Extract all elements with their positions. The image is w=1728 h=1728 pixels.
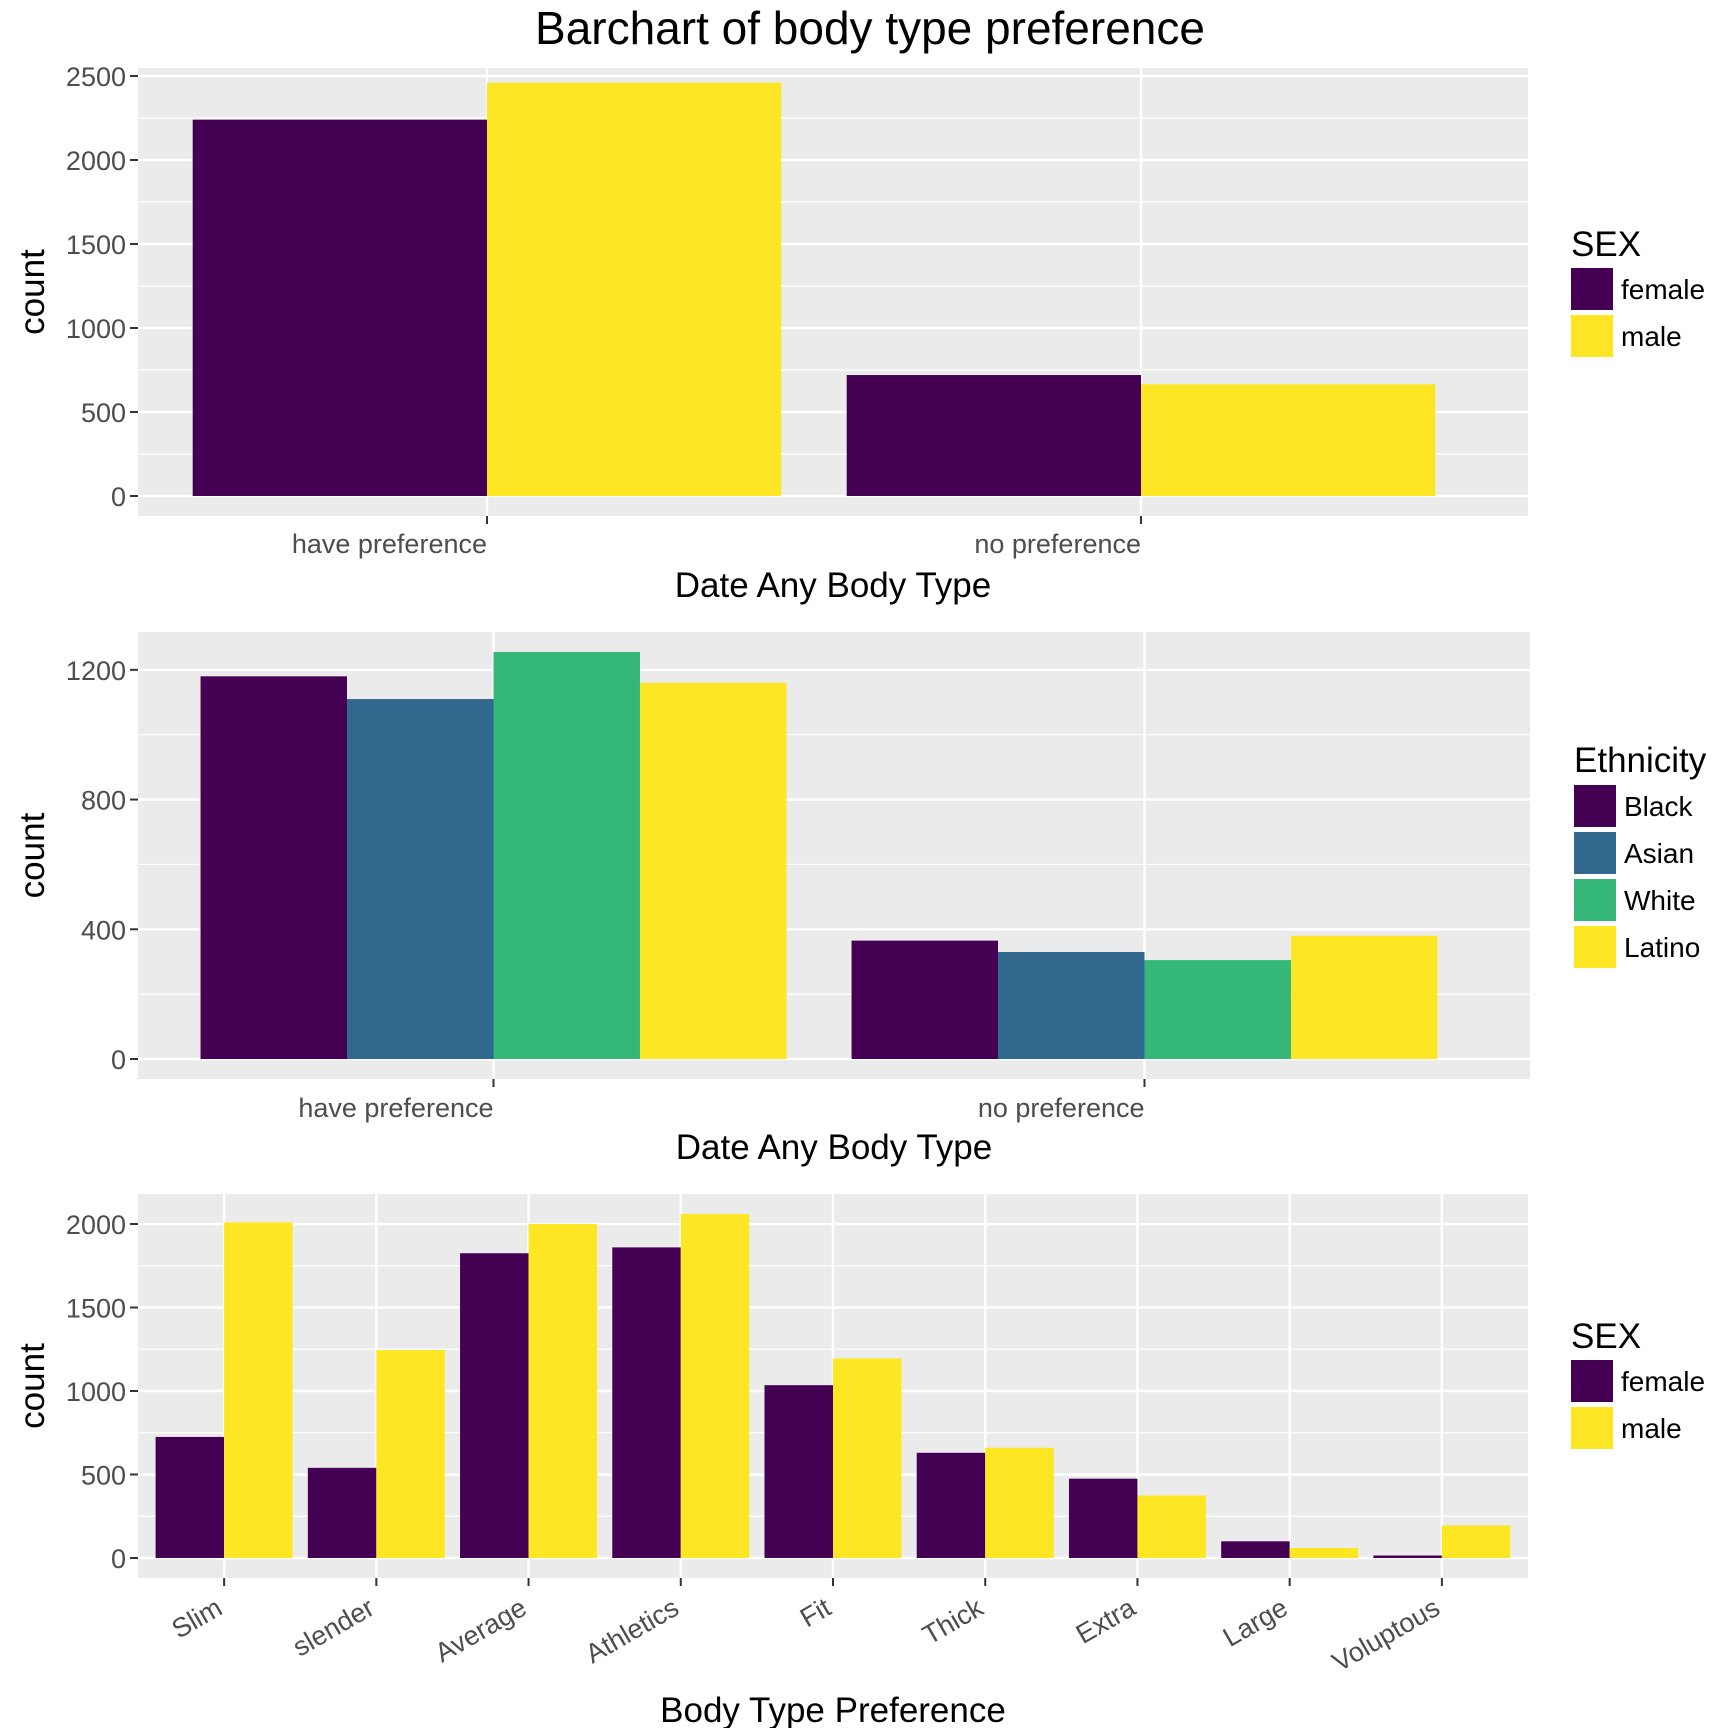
bar-have-preference-female <box>192 119 487 497</box>
legend-title: SEX <box>1571 225 1641 264</box>
legend-label-white: White <box>1624 885 1696 916</box>
y-tick-label: 1000 <box>66 314 126 344</box>
x-tick-label: Fit <box>795 1592 836 1633</box>
bar-no-preference-white <box>1144 960 1291 1059</box>
bar-thick-male <box>985 1447 1054 1558</box>
y-tick-label: 1000 <box>66 1377 126 1407</box>
y-tick-label: 500 <box>81 398 126 428</box>
x-axis-title: Body Type Preference <box>660 1691 1006 1728</box>
y-tick-label: 2000 <box>66 146 126 176</box>
x-tick-label: no preference <box>974 529 1141 559</box>
legend-key-asian <box>1574 832 1616 874</box>
chart-ethnicity-date-any-body-type: 0 400 800 1200 have preference no preference D… <box>13 632 1707 1167</box>
bar-extra-female <box>1068 1478 1138 1558</box>
y-axis-title: count <box>13 249 52 335</box>
bar-thick-female <box>916 1452 986 1558</box>
legend-label-male: male <box>1621 321 1682 352</box>
bar-slim-female <box>155 1436 225 1558</box>
bar-average-male <box>528 1224 598 1558</box>
bar-extra-male <box>1137 1495 1206 1558</box>
legend-key-latino <box>1574 926 1616 968</box>
bar-slender-male <box>376 1350 445 1558</box>
bar-fit-male <box>833 1358 902 1558</box>
legend-label-female: female <box>1621 274 1705 305</box>
legend-key-male <box>1571 315 1613 357</box>
y-tick-label: 1200 <box>66 656 126 686</box>
y-tick-label: 500 <box>81 1461 126 1491</box>
y-tick-label: 2500 <box>66 62 126 92</box>
x-axis-title: Date Any Body Type <box>676 1128 993 1167</box>
legend-label-asian: Asian <box>1624 838 1694 869</box>
y-tick-label: 0 <box>111 1045 126 1075</box>
bar-slim-male <box>224 1222 293 1558</box>
bar-have-preference-asian <box>347 699 494 1059</box>
legend-label-female: female <box>1621 1366 1705 1397</box>
legend-label-latino: Latino <box>1624 932 1700 963</box>
legend-key-white <box>1574 879 1616 921</box>
bar-have-preference-white <box>493 652 640 1059</box>
legend-title: Ethnicity <box>1574 741 1707 780</box>
bar-slender-female <box>307 1467 377 1558</box>
x-tick-label: slender <box>288 1592 380 1662</box>
x-tick-label: Slim <box>167 1592 227 1644</box>
x-tick-label: no preference <box>978 1093 1145 1123</box>
x-tick-label: Extra <box>1071 1592 1141 1650</box>
legend: SEX female male <box>1571 1317 1705 1449</box>
bar-no-preference-black <box>851 940 999 1059</box>
bar-no-preference-asian <box>998 951 1145 1059</box>
legend-key-female <box>1571 268 1613 310</box>
bar-have-preference-latino <box>639 682 787 1059</box>
legend-label-black: Black <box>1624 791 1693 822</box>
legend: Ethnicity Black Asian White Latino <box>1574 741 1707 968</box>
bar-voluptous-female <box>1373 1555 1442 1558</box>
bar-no-preference-female <box>846 375 1141 496</box>
legend-key-black <box>1574 785 1616 827</box>
x-tick-label: have preference <box>298 1093 493 1123</box>
y-axis-title: count <box>13 1343 52 1429</box>
x-axis-title: Date Any Body Type <box>675 566 992 605</box>
chart-sex-body-type-preference: 0 500 1000 1500 2000 Slim slender Average Athlet… <box>13 1194 1705 1728</box>
legend: SEX female male <box>1571 225 1705 357</box>
bar-large-male <box>1289 1547 1359 1558</box>
bar-athletics-male <box>680 1214 750 1558</box>
y-tick-label: 0 <box>111 1544 126 1574</box>
x-tick-label: Thick <box>917 1592 988 1650</box>
x-tick-label: have preference <box>292 529 487 559</box>
y-tick-label: 2000 <box>66 1210 126 1240</box>
legend-key-female <box>1571 1360 1613 1402</box>
bar-have-preference-male <box>487 82 782 496</box>
bar-have-preference-black <box>200 676 348 1059</box>
x-tick-label: Average <box>430 1592 532 1668</box>
bar-no-preference-latino <box>1290 935 1438 1059</box>
bar-average-female <box>460 1253 529 1558</box>
bar-athletics-female <box>612 1247 681 1558</box>
x-tick-label: Athletics <box>580 1592 683 1669</box>
legend-title: SEX <box>1571 1317 1641 1356</box>
y-tick-label: 800 <box>81 786 126 816</box>
x-tick-label: Voluptous <box>1327 1592 1445 1677</box>
y-tick-label: 0 <box>111 482 126 512</box>
legend-key-male <box>1571 1407 1613 1449</box>
y-tick-label: 1500 <box>66 1294 126 1324</box>
chart-title: Barchart of body type preference <box>535 2 1205 54</box>
x-tick-label: Large <box>1218 1592 1293 1653</box>
bar-no-preference-male <box>1141 384 1436 496</box>
bar-fit-female <box>764 1385 833 1558</box>
y-axis-title: count <box>13 812 52 898</box>
y-tick-label: 400 <box>81 915 126 945</box>
bar-voluptous-male <box>1441 1525 1511 1558</box>
bar-large-female <box>1221 1541 1290 1558</box>
chart-sex-date-any-body-type: 0 500 1000 1500 2000 2500 have preference no pr… <box>13 62 1705 605</box>
y-tick-label: 1500 <box>66 230 126 260</box>
legend-label-male: male <box>1621 1413 1682 1444</box>
